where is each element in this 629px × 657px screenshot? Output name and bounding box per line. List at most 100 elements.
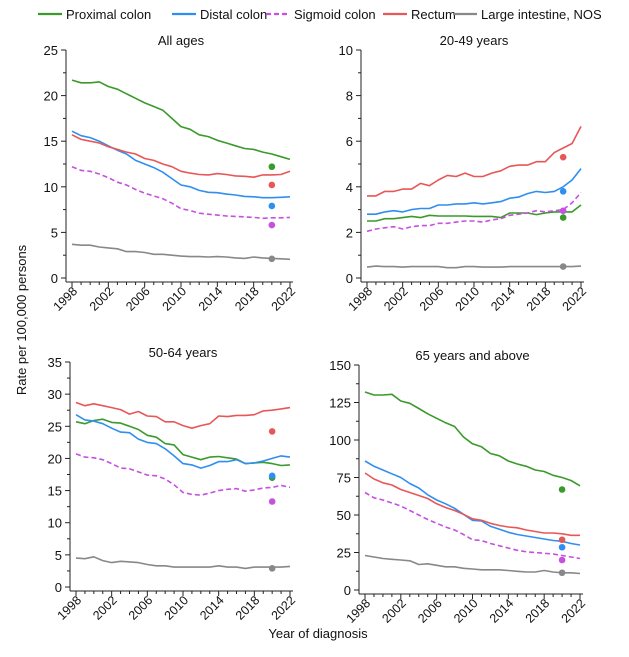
series-line-proximal bbox=[367, 204, 582, 222]
y-tick-label: 5 bbox=[55, 548, 62, 563]
y-tick-label: 10 bbox=[48, 516, 62, 531]
legend-label: Distal colon bbox=[200, 7, 267, 22]
marker-distal bbox=[268, 472, 276, 480]
y-tick-label: 35 bbox=[48, 355, 62, 370]
series-line-proximal bbox=[71, 79, 291, 161]
series-line-sigmoid bbox=[71, 165, 291, 220]
legend-item-distal: Distal colon bbox=[172, 7, 267, 22]
y-tick-label: 75 bbox=[337, 471, 351, 486]
marker-sigmoid bbox=[268, 498, 276, 505]
series-line-sigmoid bbox=[75, 453, 291, 496]
marker-distal bbox=[558, 543, 566, 551]
y-tick-label: 10 bbox=[339, 43, 353, 58]
marker-nos bbox=[268, 255, 276, 263]
series-line-nos bbox=[75, 556, 291, 570]
x-tick-label: 2002 bbox=[87, 284, 117, 314]
series-line-nos bbox=[364, 554, 581, 575]
series-line-distal bbox=[367, 168, 582, 215]
marker-rectum bbox=[268, 428, 276, 435]
legend-item-rectum: Rectum bbox=[383, 7, 456, 22]
marker-distal bbox=[268, 202, 276, 210]
y-tick-label: 25 bbox=[337, 546, 351, 561]
y-tick-label: 8 bbox=[346, 89, 353, 104]
x-tick-label: 2010 bbox=[162, 593, 192, 623]
series-line-rectum bbox=[367, 126, 582, 197]
marker-sigmoid bbox=[559, 207, 567, 215]
marker-nos bbox=[559, 263, 567, 270]
series-line-distal bbox=[71, 130, 291, 199]
x-tick-label: 2014 bbox=[197, 593, 227, 623]
x-tick-label: 2014 bbox=[487, 596, 517, 626]
legend-label: Sigmoid colon bbox=[294, 7, 376, 22]
x-tick-label: 2014 bbox=[488, 284, 518, 314]
marker-proximal bbox=[268, 163, 276, 171]
x-tick-label: 1998 bbox=[55, 593, 85, 623]
x-tick-label: 2014 bbox=[196, 284, 226, 314]
y-tick-label: 20 bbox=[44, 89, 58, 104]
series-line-sigmoid bbox=[366, 191, 582, 233]
x-tick-label: 2018 bbox=[233, 593, 263, 623]
y-tick-label: 10 bbox=[44, 180, 58, 195]
x-tick-label: 2018 bbox=[523, 596, 553, 626]
panel-title: 65 years and above bbox=[415, 348, 529, 363]
legend-label: Proximal colon bbox=[66, 7, 151, 22]
series-line-proximal bbox=[364, 391, 581, 487]
marker-distal bbox=[559, 188, 567, 195]
x-tick-label: 1998 bbox=[346, 284, 376, 314]
series-line-rectum bbox=[75, 401, 291, 429]
y-tick-label: 100 bbox=[329, 433, 351, 448]
legend-label: Rectum bbox=[411, 7, 456, 22]
y-tick-label: 2 bbox=[346, 225, 353, 240]
series-line-rectum bbox=[364, 472, 580, 537]
marker-proximal bbox=[559, 214, 567, 221]
y-tick-label: 0 bbox=[346, 271, 353, 286]
panel-title: All ages bbox=[158, 33, 205, 48]
y-axis-label: Rate per 100,000 persons bbox=[14, 244, 29, 395]
x-tick-label: 2018 bbox=[524, 284, 554, 314]
x-tick-label: 2006 bbox=[123, 284, 153, 314]
y-tick-label: 15 bbox=[48, 484, 62, 499]
x-tick-label: 2022 bbox=[269, 593, 299, 623]
series-line-rectum bbox=[71, 134, 291, 178]
legend: Proximal colon Distal colon Sigmoid colon R… bbox=[38, 7, 602, 22]
x-tick-label: 1998 bbox=[51, 284, 81, 314]
y-tick-label: 50 bbox=[337, 508, 351, 523]
x-tick-label: 2010 bbox=[453, 284, 483, 314]
y-tick-label: 6 bbox=[346, 134, 353, 149]
y-tick-label: 30 bbox=[48, 387, 62, 402]
legend-label: Large intestine, NOS bbox=[481, 7, 602, 22]
x-tick-label: 2002 bbox=[379, 596, 409, 626]
y-tick-label: 0 bbox=[51, 271, 58, 286]
x-tick-label: 2010 bbox=[160, 284, 190, 314]
marker-rectum bbox=[268, 181, 276, 189]
marker-rectum bbox=[559, 153, 567, 161]
marker-sigmoid bbox=[558, 556, 566, 564]
y-tick-label: 20 bbox=[48, 451, 62, 466]
x-tick-label: 2018 bbox=[232, 284, 262, 314]
panel-title: 20-49 years bbox=[440, 33, 509, 48]
legend-item-nos: Large intestine, NOS bbox=[453, 7, 602, 22]
y-tick-label: 0 bbox=[344, 583, 351, 598]
x-tick-label: 2006 bbox=[417, 284, 447, 314]
x-tick-label: 2006 bbox=[126, 593, 156, 623]
x-tick-label: 2022 bbox=[560, 284, 590, 314]
x-axis-label: Year of diagnosis bbox=[268, 626, 368, 641]
x-tick-label: 1998 bbox=[344, 596, 374, 626]
marker-nos bbox=[558, 569, 566, 577]
series-line-sigmoid bbox=[364, 491, 581, 560]
x-tick-label: 2006 bbox=[415, 596, 445, 626]
marker-rectum bbox=[558, 536, 566, 544]
y-tick-label: 150 bbox=[329, 358, 351, 373]
series-line-distal bbox=[75, 414, 291, 469]
x-tick-label: 2010 bbox=[451, 596, 481, 626]
x-tick-label: 2022 bbox=[269, 284, 299, 314]
y-tick-label: 25 bbox=[48, 419, 62, 434]
legend-item-proximal: Proximal colon bbox=[38, 7, 151, 22]
x-tick-label: 2022 bbox=[559, 596, 589, 626]
x-tick-label: 2002 bbox=[381, 284, 411, 314]
